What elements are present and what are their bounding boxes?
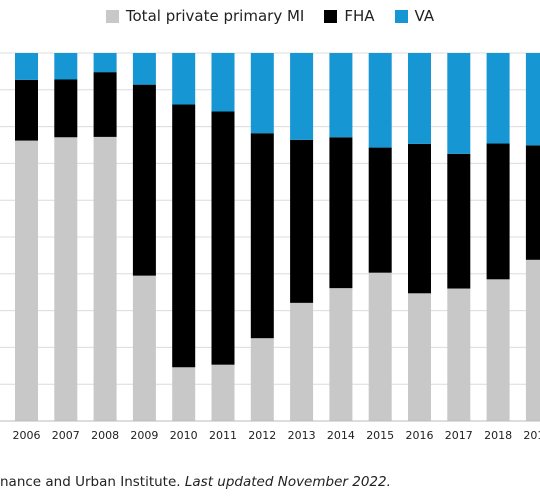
legend-swatch-private-mi: [105, 9, 119, 23]
bar-segment-fha-2011: [211, 111, 235, 365]
bar-series-group: [15, 53, 540, 422]
source-note: nance and Urban Institute. Last updated …: [0, 474, 391, 490]
bar-segment-private-mi-2016: [408, 293, 431, 421]
x-tick-label-2006: 2006: [13, 429, 41, 442]
bar-segment-fha-2008: [93, 72, 117, 137]
bar-segment-va-2007: [54, 53, 78, 80]
bar-segment-private-mi-2006: [15, 140, 38, 422]
legend-item-fha: FHA: [324, 7, 375, 25]
bar-segment-private-mi-2017: [447, 288, 471, 421]
bar-segment-va-2012: [250, 53, 274, 134]
bar-segment-private-mi-2019: [525, 259, 540, 421]
x-tick-label-2018: 2018: [484, 429, 512, 442]
legend-label-va: VA: [414, 7, 435, 25]
bar-segment-fha-2009: [132, 84, 156, 276]
x-tick-labels: 2006 2007 2008 2009 2010 2011 2012 2013 2014 2015…: [13, 429, 540, 442]
bar-segment-fha-2015: [368, 147, 392, 273]
bar-segment-private-mi-2010: [172, 367, 196, 421]
x-tick-label-2015: 2015: [366, 429, 394, 442]
x-tick-label-2019: 2019: [523, 429, 540, 442]
chart-legend: Total private primary MI FHA VA: [0, 4, 540, 28]
bar-segment-private-mi-2011: [211, 364, 235, 421]
bar-segment-va-2017: [447, 53, 471, 154]
legend-item-private-mi: Total private primary MI: [105, 7, 305, 25]
legend-swatch-fha: [324, 9, 338, 23]
bar-segment-va-2019: [525, 53, 540, 146]
bar-segment-fha-2007: [54, 79, 78, 138]
bar-segment-va-2009: [132, 53, 156, 85]
x-tick-label-2012: 2012: [248, 429, 276, 442]
bar-segment-private-mi-2008: [93, 136, 117, 422]
bar-segment-va-2008: [93, 53, 117, 73]
bar-segment-va-2006: [15, 53, 38, 80]
x-tick-label-2016: 2016: [406, 429, 434, 442]
bar-segment-va-2013: [290, 53, 314, 140]
last-updated-text: Last updated November 2022.: [184, 474, 391, 490]
bar-segment-fha-2014: [329, 137, 353, 289]
bar-segment-fha-2016: [408, 143, 431, 294]
bar-segment-va-2010: [172, 53, 196, 105]
bar-segment-private-mi-2018: [486, 279, 510, 421]
bar-segment-fha-2013: [290, 139, 314, 303]
x-tick-label-2017: 2017: [445, 429, 473, 442]
bar-segment-private-mi-2009: [132, 275, 156, 421]
x-tick-label-2010: 2010: [170, 429, 198, 442]
x-tick-label-2009: 2009: [130, 429, 158, 442]
bar-segment-va-2016: [408, 53, 431, 144]
bar-segment-va-2018: [486, 53, 510, 144]
legend-swatch-va: [394, 9, 408, 23]
legend-label-private-mi: Total private primary MI: [125, 7, 305, 25]
bar-segment-fha-2012: [250, 133, 274, 339]
bar-segment-private-mi-2012: [250, 338, 274, 421]
x-tick-label-2013: 2013: [288, 429, 316, 442]
legend-item-va: VA: [394, 7, 435, 25]
bar-segment-fha-2019: [525, 145, 540, 260]
x-tick-label-2007: 2007: [52, 429, 80, 442]
bar-segment-fha-2018: [486, 143, 510, 280]
bar-segment-private-mi-2007: [54, 137, 78, 421]
bar-segment-fha-2017: [447, 153, 471, 289]
bar-segment-private-mi-2015: [368, 272, 392, 421]
legend-label-fha: FHA: [344, 7, 375, 25]
bar-segment-fha-2010: [172, 104, 196, 368]
bar-segment-va-2014: [329, 53, 353, 138]
x-tick-label-2011: 2011: [209, 429, 237, 442]
bar-segment-va-2015: [368, 53, 392, 148]
bar-segment-private-mi-2014: [329, 288, 353, 421]
x-tick-label-2008: 2008: [91, 429, 119, 442]
bar-segment-fha-2006: [15, 79, 38, 141]
source-text: nance and Urban Institute.: [0, 474, 185, 490]
bar-segment-va-2011: [211, 53, 235, 112]
bar-segment-private-mi-2013: [290, 302, 314, 421]
x-tick-label-2014: 2014: [327, 429, 355, 442]
